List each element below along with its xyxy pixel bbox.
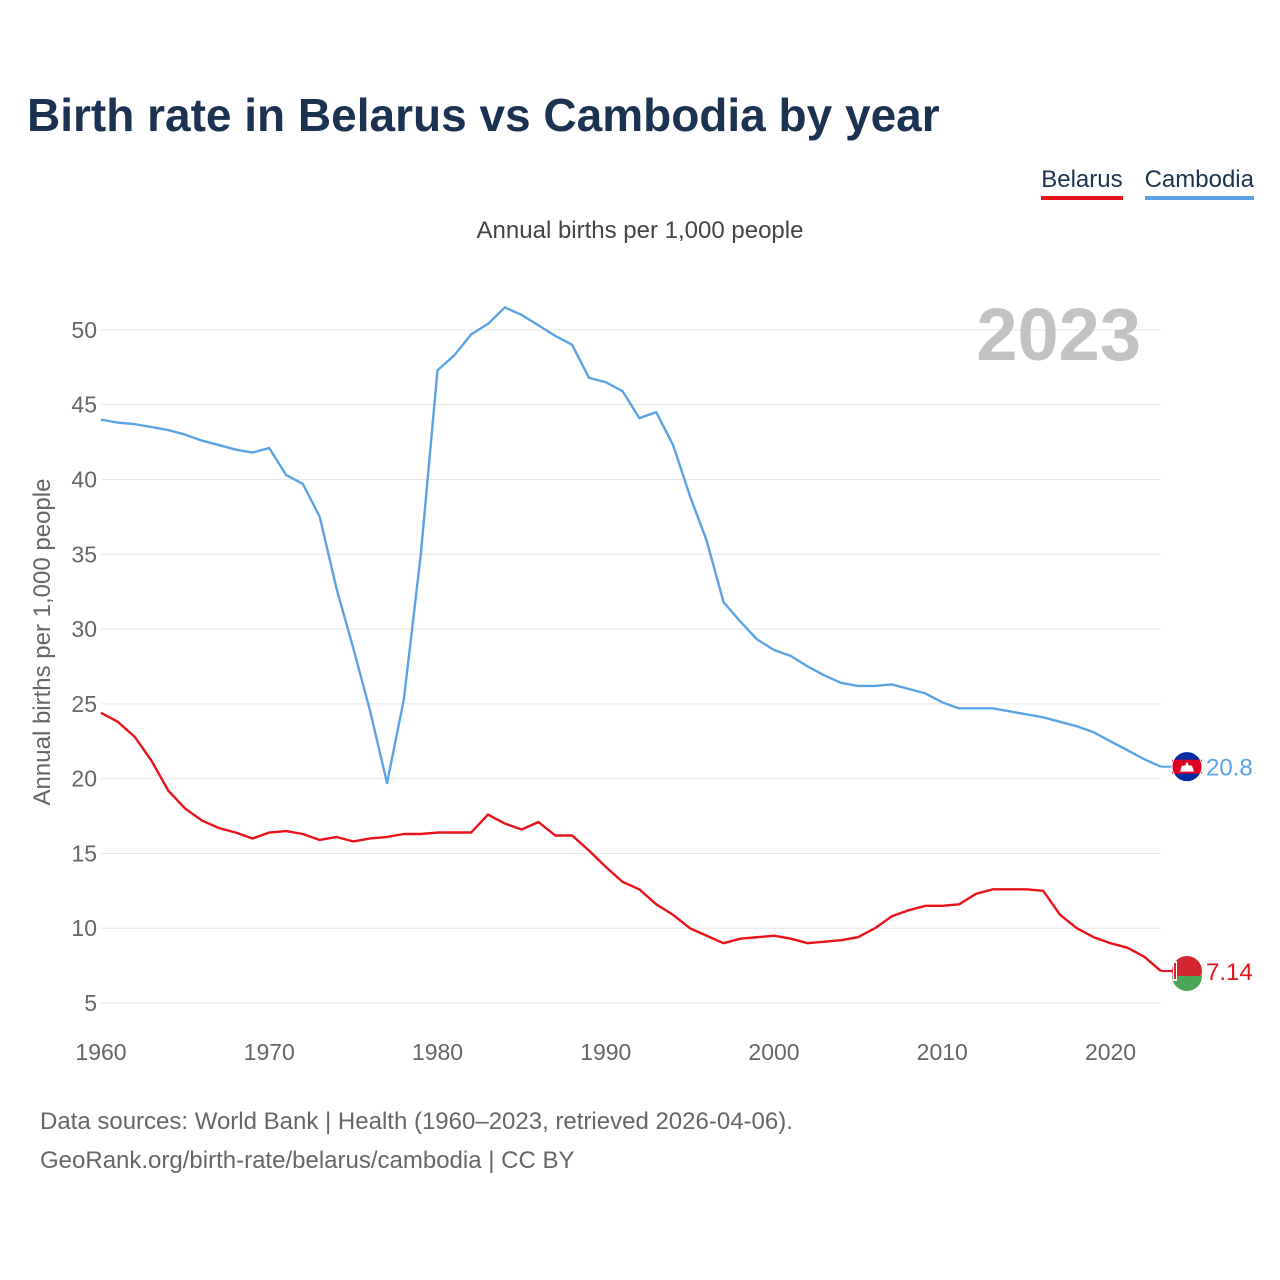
y-tick-label-20: 20 — [71, 766, 97, 792]
y-axis-ticks: 5 10 15 20 25 30 35 40 45 50 — [71, 317, 97, 1016]
x-tick-label-1960: 1960 — [75, 1039, 126, 1065]
y-tick-label-45: 45 — [71, 392, 97, 418]
end-markers: 7.14 20.8 — [1161, 751, 1253, 992]
gridlines — [101, 329, 1161, 1004]
flag-temple-cambodia — [1180, 761, 1194, 772]
year-watermark: 2023 — [976, 293, 1141, 376]
end-value-label-cambodia: 20.8 — [1206, 755, 1253, 782]
x-tick-label-2010: 2010 — [917, 1039, 968, 1065]
chart-title: Birth rate in Belarus vs Cambodia by yea… — [27, 89, 940, 141]
y-tick-label-50: 50 — [71, 317, 97, 343]
x-tick-label-2020: 2020 — [1085, 1039, 1136, 1065]
y-tick-label-40: 40 — [71, 466, 97, 492]
legend: Belarus Cambodia — [1041, 166, 1254, 200]
y-tick-label-5: 5 — [84, 990, 97, 1016]
flag-ring-cambodia — [1171, 751, 1203, 783]
flag-green-belarus — [1172, 976, 1202, 992]
y-tick-label-25: 25 — [71, 691, 97, 717]
x-tick-label-1970: 1970 — [244, 1039, 295, 1065]
series-lines — [100, 306, 1162, 972]
legend-item-cambodia[interactable]: Cambodia — [1144, 166, 1254, 200]
x-tick-label-1990: 1990 — [580, 1039, 631, 1065]
flag-ornament-pattern-belarus — [1174, 963, 1176, 980]
legend-item-belarus[interactable]: Belarus — [1041, 166, 1123, 200]
series-line-belarus — [100, 711, 1162, 972]
end-value-label-belarus: 7.14 — [1206, 959, 1253, 986]
flag-icon-cambodia — [1171, 751, 1203, 783]
source-note: Data sources: World Bank | Health (1960–… — [40, 1108, 793, 1135]
y-tick-label-35: 35 — [71, 541, 97, 567]
y-tick-label-10: 10 — [71, 915, 97, 941]
y-axis-label: Annual births per 1,000 people — [29, 479, 56, 806]
series-line-cambodia — [100, 306, 1162, 785]
x-axis-ticks: 1960 1970 1980 1990 2000 2010 2020 — [75, 1039, 1136, 1065]
source-url: GeoRank.org/birth-rate/belarus/cambodia … — [40, 1147, 575, 1174]
y-tick-label-30: 30 — [71, 616, 97, 642]
flag-icon-belarus — [1172, 956, 1202, 992]
x-tick-label-2000: 2000 — [748, 1039, 799, 1065]
chart-subtitle: Annual births per 1,000 people — [476, 217, 804, 244]
y-tick-label-15: 15 — [71, 840, 97, 866]
x-tick-label-1980: 1980 — [412, 1039, 463, 1065]
